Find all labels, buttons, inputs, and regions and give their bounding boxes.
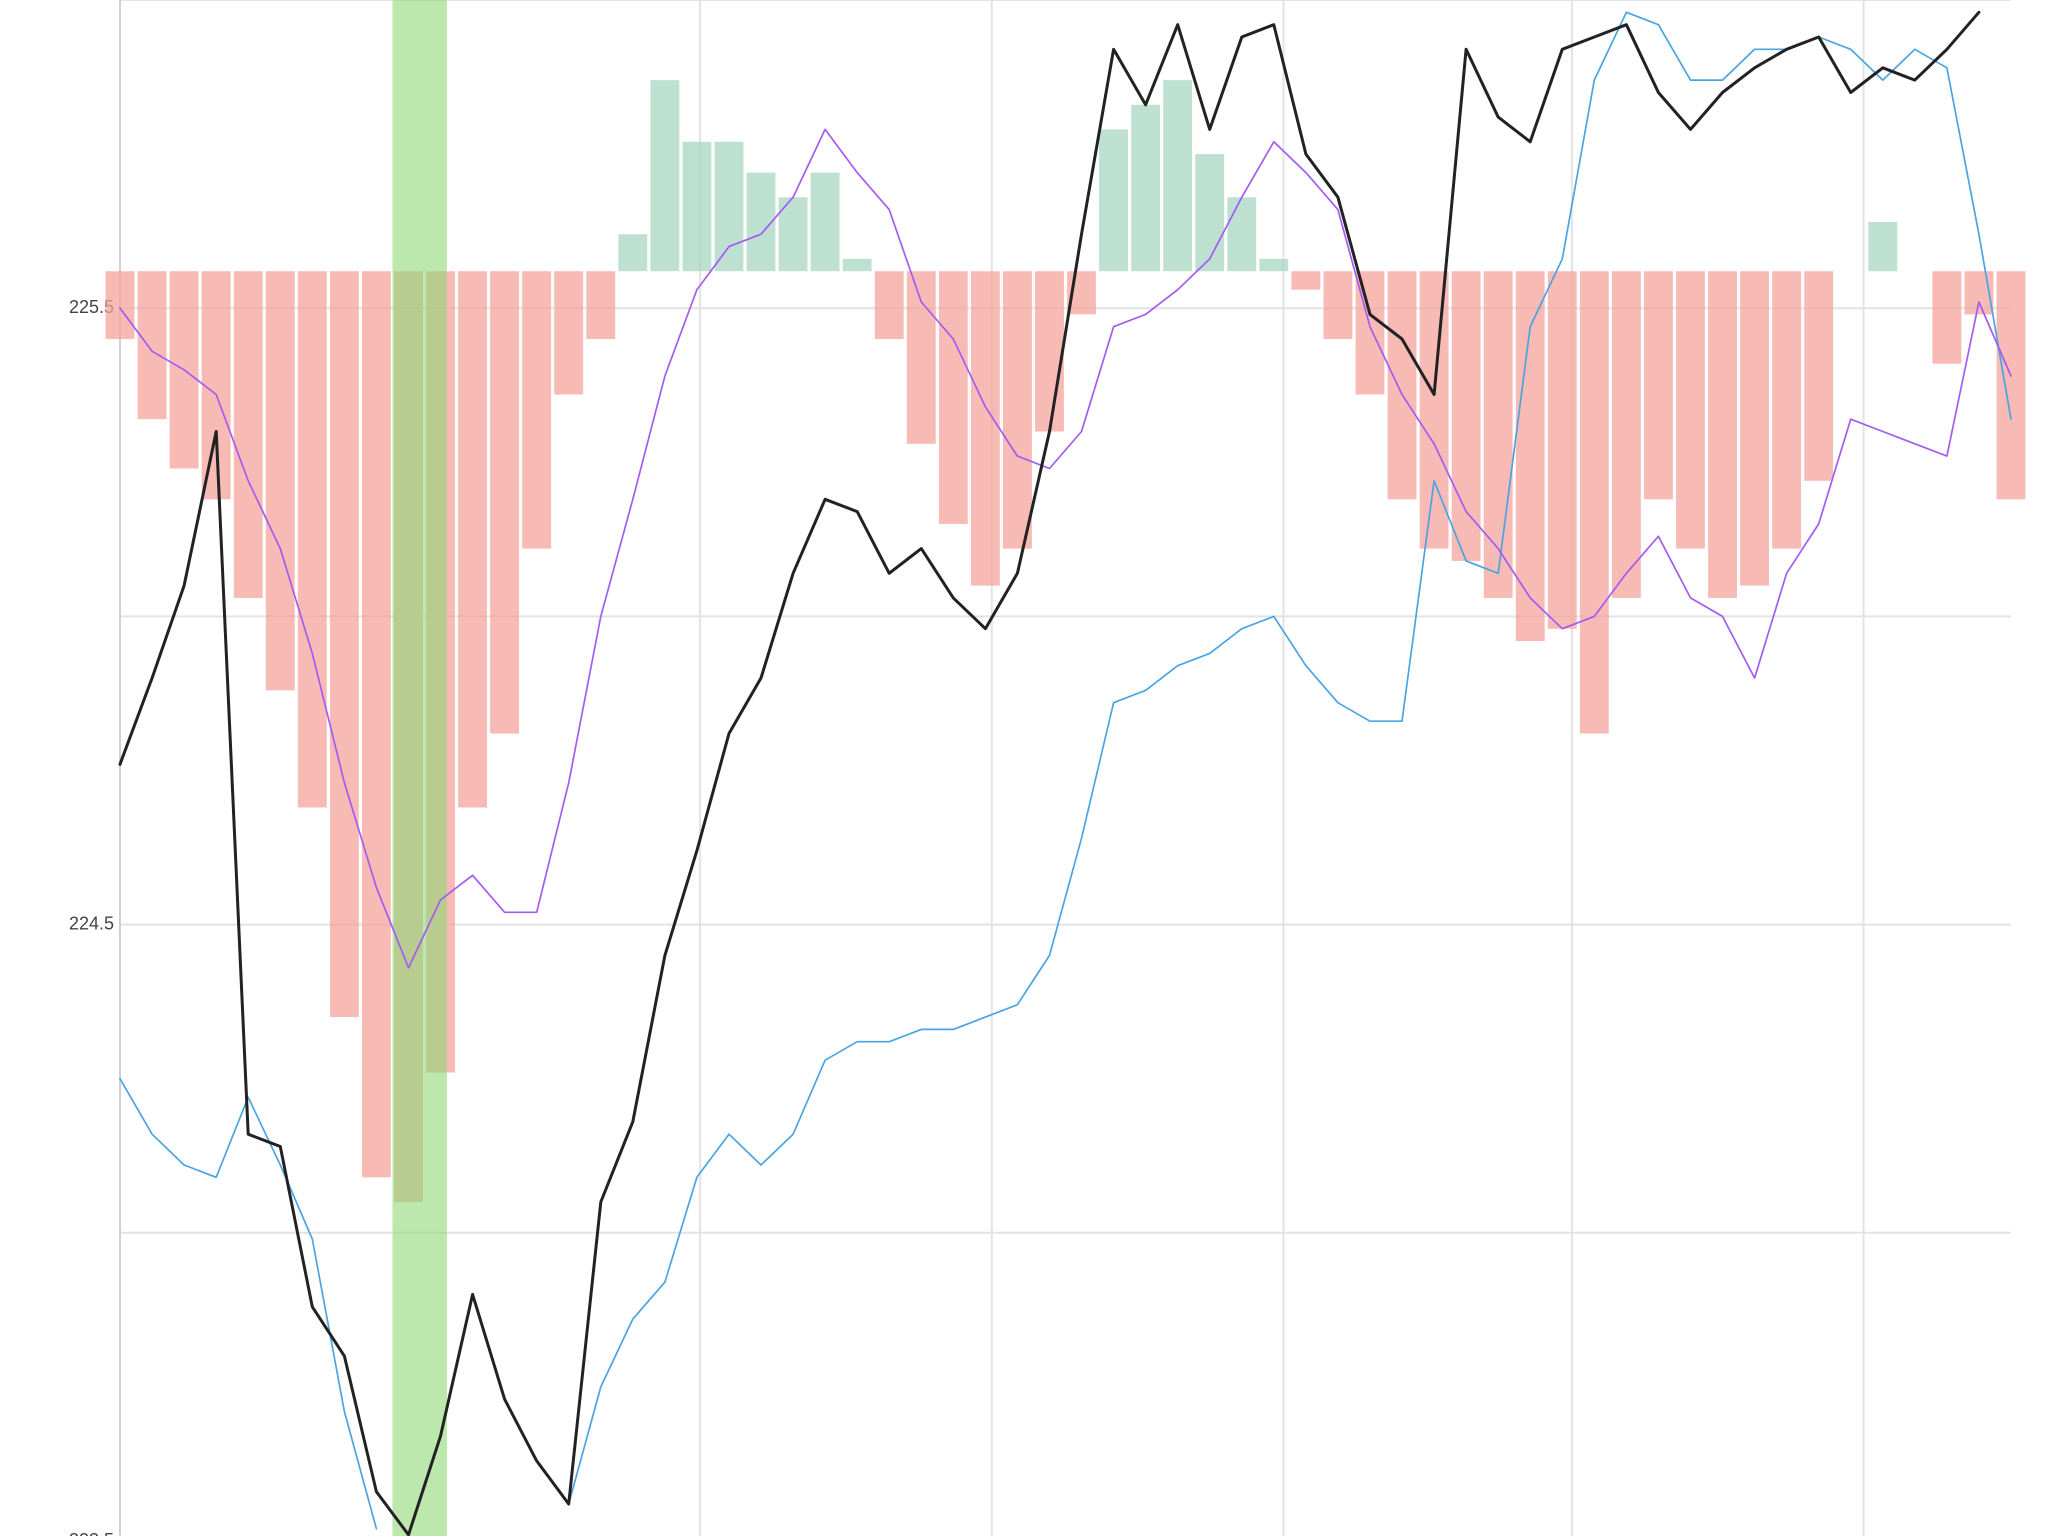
histogram-bar	[233, 271, 263, 598]
line-series	[118, 10, 1981, 1536]
histogram-bar	[361, 271, 391, 1178]
histogram-bar	[1131, 104, 1161, 272]
histogram-bar	[1547, 271, 1577, 629]
histogram-bar	[970, 271, 1000, 586]
histogram-bar	[938, 271, 968, 524]
histogram-bar	[1163, 80, 1193, 272]
histogram-bar	[201, 271, 231, 500]
histogram-bar	[458, 271, 487, 808]
histogram-bar	[1708, 271, 1737, 598]
histogram-bar	[1323, 271, 1353, 340]
histogram-bar	[1387, 271, 1417, 500]
line-series	[119, 11, 2012, 1530]
histogram-bar	[137, 271, 167, 420]
histogram-bar	[522, 271, 552, 549]
histogram-bar	[297, 271, 327, 808]
histogram-bar	[682, 141, 712, 272]
histogram-bar	[1740, 271, 1770, 586]
histogram-bar	[1611, 271, 1641, 598]
histogram-bar	[1227, 197, 1257, 272]
histogram-bar	[1868, 221, 1898, 272]
histogram-bar	[1035, 271, 1064, 432]
histogram-bar	[714, 141, 744, 272]
histogram-bar	[265, 271, 295, 691]
histogram-bar	[554, 271, 584, 395]
histogram-bar	[1804, 271, 1834, 481]
histogram-bar	[810, 172, 840, 272]
histogram-bar	[1451, 271, 1481, 561]
histogram-bar	[1419, 271, 1449, 549]
line-series	[119, 128, 2012, 969]
histogram-bar	[874, 271, 904, 340]
histogram-bar	[105, 271, 135, 340]
y-tick-label: 225.5	[69, 297, 114, 317]
histogram-bar	[1579, 271, 1609, 734]
histogram-bar	[650, 80, 680, 272]
histogram-bar	[906, 271, 936, 444]
y-tick-label: 224.5	[69, 913, 114, 933]
histogram-bar	[1291, 271, 1321, 290]
histogram-bar	[1483, 271, 1513, 598]
histogram-bar	[1932, 271, 1962, 364]
histogram-bar	[1099, 129, 1128, 272]
histogram-bar	[618, 234, 648, 272]
histogram-bar	[1772, 271, 1802, 549]
histogram-bar	[1644, 271, 1673, 500]
y-tick-label: 223.5	[69, 1530, 114, 1536]
histogram-bar	[842, 258, 872, 272]
histogram-bar	[1195, 154, 1225, 272]
histogram-bar	[490, 271, 520, 734]
histogram-bar	[1676, 271, 1705, 549]
histogram-bar	[1003, 271, 1032, 549]
histogram-bar	[1259, 258, 1289, 272]
highlight-band	[392, 0, 447, 1536]
histogram-bar	[329, 271, 359, 1018]
histogram-bar	[586, 271, 616, 340]
histogram-bar	[1996, 271, 2026, 500]
